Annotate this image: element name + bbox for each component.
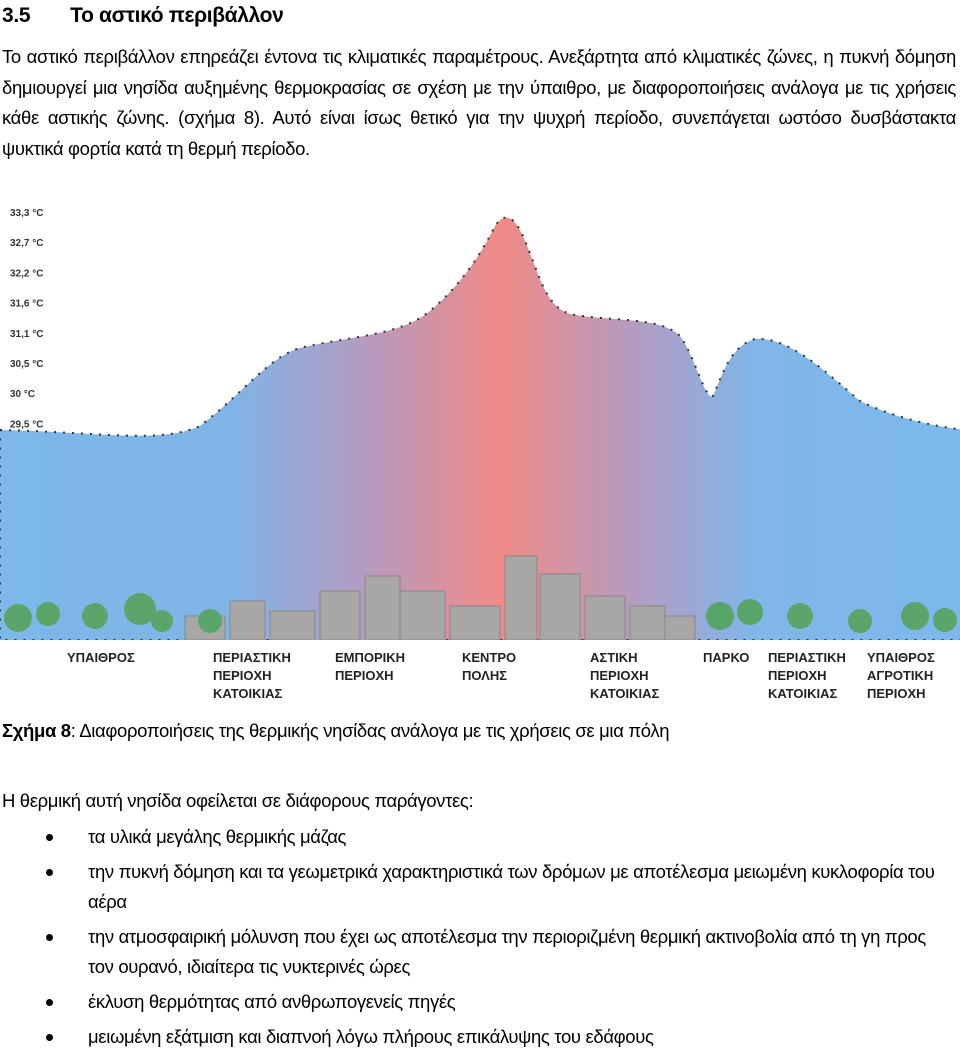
zone-label: ΠΕΡΙΟΧΗ — [213, 668, 272, 683]
caption-label: Σχήμα 8 — [2, 720, 71, 741]
zone-label: ΠΕΡΙΟΧΗ — [768, 668, 827, 683]
zone-label: ΠΑΡΚΟ — [703, 650, 749, 665]
zone-label: ΕΜΠΟΡΙΚΗ — [335, 650, 405, 665]
trees — [4, 593, 957, 633]
bullet-item: μειωμένη εξάτμιση και διαπνοή λόγω πλήρο… — [0, 1022, 945, 1052]
zone-label: ΠΟΛΗΣ — [462, 668, 507, 683]
zone-label: ΑΣΤΙΚΗ — [590, 650, 638, 665]
temperature-label: 31,1 °C — [10, 329, 43, 340]
zone-label: ΑΓΡΟΤΙΚΗ — [867, 668, 933, 683]
bullet-item: τα υλικά μεγάλης θερμικής μάζας — [0, 822, 945, 852]
paragraph: Το αστικό περιβάλλον επηρεάζει έντονα τι… — [2, 46, 956, 159]
zone-label: ΠΕΡΙΟΧΗ — [335, 668, 394, 683]
temperature-label: 32,7 °C — [10, 238, 43, 249]
zone-label: ΠΕΡΙΟΧΗ — [867, 686, 926, 701]
heat-profile — [0, 216, 960, 641]
zone-label: ΥΠΑΙΘΡΟΣ — [67, 650, 135, 665]
zone-label: ΠΕΡΙΑΣΤΙΚΗ — [768, 650, 846, 665]
temperature-label: 30 °C — [10, 389, 35, 400]
temperature-label: 31,6 °C — [10, 299, 43, 310]
zone-label: ΠΕΡΙΟΧΗ — [590, 668, 649, 683]
buildings — [184, 555, 696, 641]
temperature-label: 33,3 °C — [10, 208, 43, 219]
heading-number: 3.5 — [2, 4, 31, 27]
zone-label: ΚΑΤΟΙΚΙΑΣ — [768, 686, 838, 701]
caption: Σχήμα 8: Διαφοροποιήσεις της θερμικής νη… — [2, 720, 670, 742]
bullet-item: την πυκνή δόμηση και τα γεωμετρικά χαρακ… — [0, 857, 945, 917]
caption-text: : Διαφοροποιήσεις της θερμικής νησίδας α… — [70, 720, 670, 741]
bullet-list: τα υλικά μεγάλης θερμικής μάζας την πυκνή… — [0, 822, 945, 1057]
bullet-item: την ατμοσφαιρική μόλυνση που έχει ως απο… — [0, 922, 945, 982]
zone-label: ΠΕΡΙΑΣΤΙΚΗ — [213, 650, 291, 665]
temperature-label: 29,5 °C — [10, 419, 43, 430]
zone-label: ΥΠΑΙΘΡΟΣ — [867, 650, 935, 665]
lead: Η θερμική αυτή νησίδα οφείλεται σε διάφο… — [2, 790, 474, 811]
temperature-label: 32,2 °C — [10, 268, 43, 279]
zone-label: ΚΑΤΟΙΚΙΑΣ — [213, 686, 283, 701]
zone-label: ΚΑΤΟΙΚΙΑΣ — [590, 686, 660, 701]
zone-label: ΚΕΝΤΡΟ — [462, 650, 516, 665]
label-band — [0, 640, 960, 706]
bullet-item: έκλυση θερμότητας από ανθρωπογενείς πηγέ… — [0, 987, 945, 1017]
heading: 3.5 Το αστικό περιβάλλον — [2, 4, 284, 28]
temperature-label: 30,5 °C — [10, 359, 43, 370]
figure: 33,3 °C 32,7 °C 32,2 °C 31,6 °C 31,1 °C 30,5 … — [0, 208, 960, 706]
heading-title: Το αστικό περιβάλλον — [70, 4, 284, 27]
